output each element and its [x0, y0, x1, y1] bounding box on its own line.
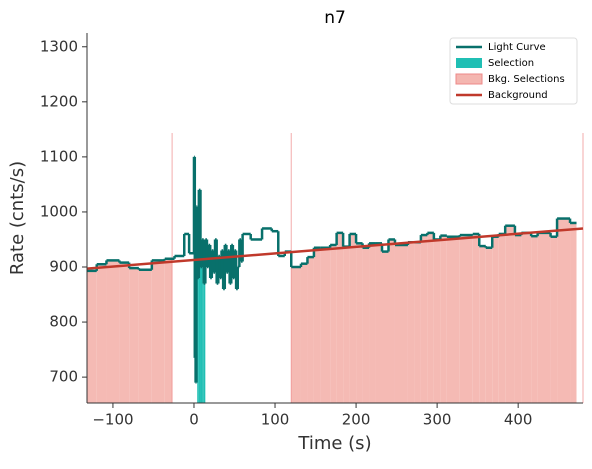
y-tick-label: 1200 — [40, 92, 78, 110]
bkg-selection — [300, 263, 308, 403]
y-axis-label: Rate (cnts/s) — [7, 161, 28, 275]
legend-label: Bkg. Selections — [488, 74, 565, 85]
y-tick-label: 1300 — [40, 37, 78, 55]
x-tick-label: 200 — [342, 411, 371, 429]
bkg-selection — [550, 236, 558, 403]
bkg-selection — [320, 247, 331, 403]
x-tick-label: 100 — [261, 411, 290, 429]
legend-swatch — [456, 58, 482, 68]
bkg-selection — [356, 243, 363, 403]
bkg-selection — [369, 243, 376, 403]
legend-box — [449, 37, 578, 105]
x-axis-label: Time (s) — [297, 433, 371, 454]
bkg-selection — [330, 244, 337, 403]
y-tick-label: 1000 — [40, 202, 78, 220]
x-tick-label: 400 — [504, 411, 533, 429]
bkg-selection — [498, 233, 506, 403]
bkg-selection — [420, 235, 428, 403]
selection — [202, 239, 204, 403]
legend-swatch — [455, 73, 483, 85]
x-tick-label: −100 — [92, 411, 133, 429]
bkg-selection — [129, 268, 139, 403]
bkg-selection — [164, 258, 173, 403]
bkg-selection — [375, 243, 383, 403]
legend-label: Selection — [488, 58, 534, 69]
y-tick-label: 900 — [49, 258, 78, 276]
bkg-selection — [537, 232, 551, 403]
legend: Light Curve Selection Bkg. Selections Backg… — [449, 37, 578, 105]
bkg-selection — [440, 235, 447, 403]
bkg-selection — [291, 267, 301, 403]
bkg-selection — [433, 239, 441, 403]
x-tick-label: 300 — [423, 411, 452, 429]
bkg-selection — [505, 225, 515, 403]
bkg-selection — [459, 235, 473, 403]
bkg-selection — [446, 236, 460, 403]
legend-label: Light Curve — [488, 42, 546, 53]
bkg-selection — [313, 247, 321, 403]
bkg-selection — [96, 264, 107, 403]
selection — [197, 278, 199, 403]
bkg-selection — [485, 247, 493, 403]
bkg-selection — [388, 239, 395, 403]
selection — [200, 267, 203, 403]
bkg-selection — [119, 262, 130, 403]
bkg-selection — [307, 257, 314, 403]
bkg-selection — [514, 235, 522, 403]
bkg-selection — [349, 233, 357, 403]
background-fit — [86, 227, 584, 270]
bkg-selection — [407, 242, 415, 403]
x-tick-label: 0 — [189, 411, 199, 429]
bkg-selection — [570, 222, 577, 403]
selection — [203, 283, 206, 403]
bkg-selection — [394, 244, 408, 403]
bkg-selection — [138, 269, 152, 403]
bkg-selection — [521, 232, 532, 403]
chart-title: n7 — [324, 8, 346, 28]
bkg-selection — [557, 218, 571, 403]
bkg-selection — [343, 246, 350, 403]
bkg-selection — [427, 232, 434, 403]
selection — [198, 189, 201, 403]
bkg-selection — [87, 270, 97, 403]
bkg-selection — [492, 236, 499, 403]
bkg-selection — [106, 260, 120, 403]
bkg-selection — [531, 236, 538, 403]
bkg-selection — [382, 251, 389, 403]
bkg-selection — [414, 242, 421, 403]
bkg-selection — [362, 247, 370, 403]
legend-label: Background — [488, 90, 548, 101]
plot-area — [86, 133, 584, 403]
y-tick-label: 700 — [49, 368, 78, 386]
y-tick-label: 800 — [49, 313, 78, 331]
bkg-selection — [336, 232, 344, 403]
y-tick-label: 1100 — [40, 147, 78, 165]
bkg-selection — [472, 233, 480, 403]
bkg-selection — [479, 246, 486, 403]
bkg-selection — [151, 260, 165, 403]
